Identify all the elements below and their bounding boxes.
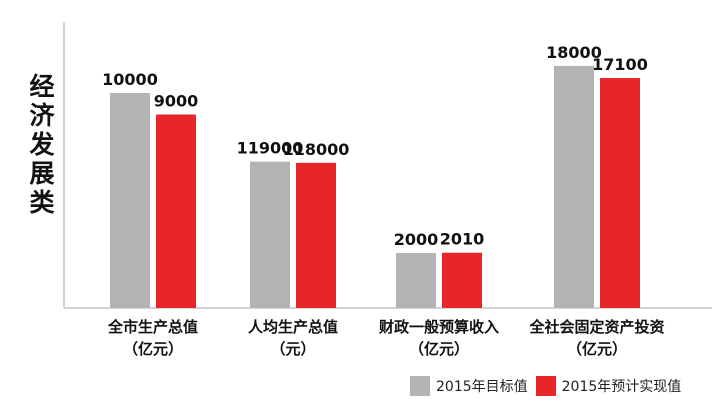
title-char: 经 <box>29 72 55 101</box>
data-label: 18000 <box>546 43 602 62</box>
legend-swatch <box>410 376 430 396</box>
category-label: （亿元） <box>409 340 469 358</box>
category-label: 财政一般预算收入 <box>379 318 499 336</box>
category-label: 全市生产总值 <box>107 318 198 336</box>
data-label: 17100 <box>592 55 648 74</box>
data-label: 118000 <box>283 140 350 159</box>
bar <box>396 253 436 308</box>
title-char: 展 <box>29 159 55 188</box>
category-label: （元） <box>270 340 315 358</box>
category-label: 全社会固定资产投资 <box>528 318 664 336</box>
legend-label: 2015年目标值 <box>436 379 528 395</box>
data-label: 119000 <box>237 139 304 158</box>
bar <box>156 114 196 308</box>
bar <box>554 65 594 309</box>
legend-label: 2015年预计实现值 <box>561 379 682 395</box>
bar <box>442 252 482 308</box>
data-label: 2000 <box>394 230 439 249</box>
title-char: 济 <box>29 101 55 130</box>
legend-item: 2015年目标值 <box>410 376 528 396</box>
bar <box>296 162 336 308</box>
category-label: （亿元） <box>567 340 627 358</box>
data-label: 2010 <box>440 230 485 249</box>
chart-title: 经 济 发 展 类 <box>28 72 56 217</box>
data-label: 10000 <box>102 70 158 89</box>
title-char: 类 <box>29 188 55 217</box>
bar <box>110 93 150 308</box>
bar <box>600 78 640 308</box>
data-label: 9000 <box>154 92 199 111</box>
legend: 2015年目标值 2015年预计实现值 <box>410 376 689 396</box>
category-label: （亿元） <box>123 340 183 358</box>
title-char: 发 <box>29 130 55 159</box>
legend-item: 2015年预计实现值 <box>535 376 682 396</box>
category-label: 人均生产总值 <box>248 318 338 336</box>
bar <box>250 161 290 308</box>
legend-swatch <box>535 376 556 396</box>
